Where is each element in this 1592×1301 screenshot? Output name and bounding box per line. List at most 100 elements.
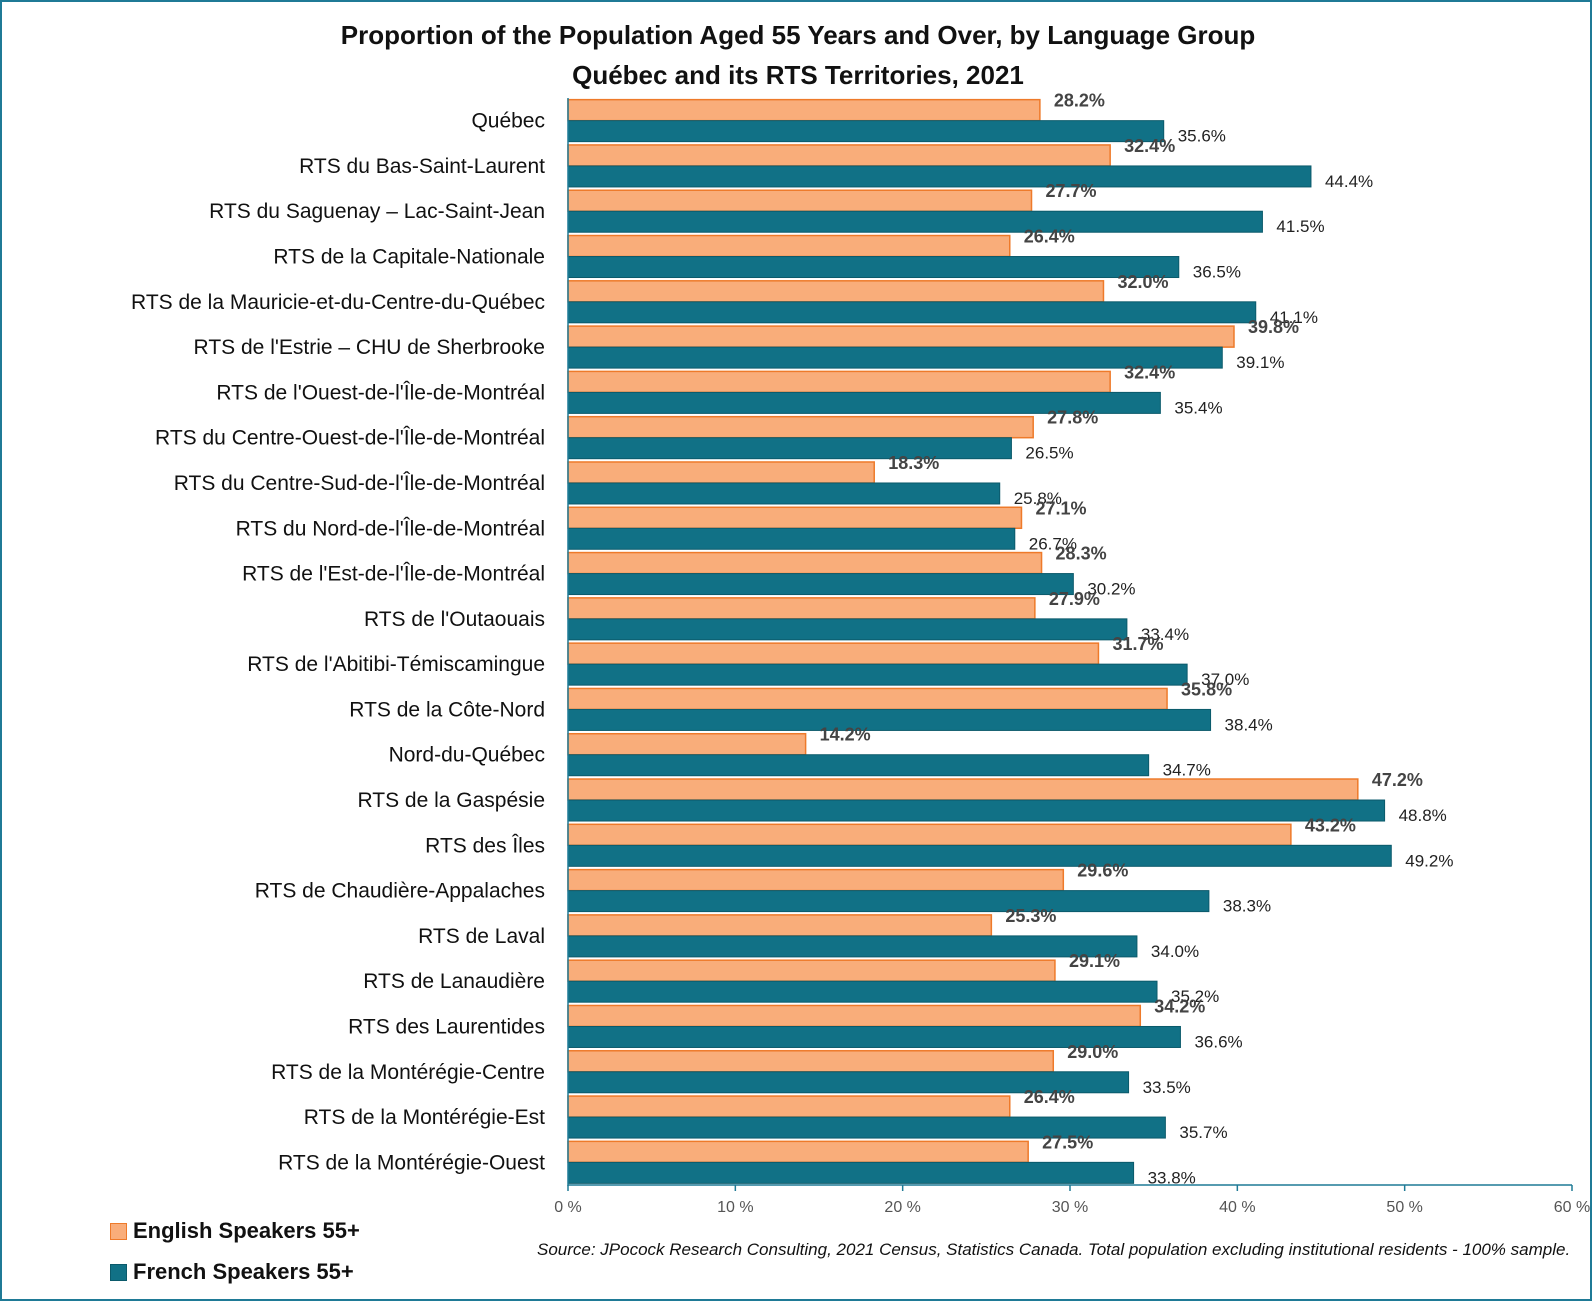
chart-subtitle: Québec and its RTS Territories, 2021 <box>572 60 1024 90</box>
data-label-english: 31.7% <box>1112 634 1163 654</box>
bar-english <box>567 551 1043 575</box>
category-label: RTS de Lanaudière <box>363 970 545 993</box>
bar-english <box>567 914 993 937</box>
bar-french <box>567 165 1312 188</box>
data-label-french: 48.8% <box>1399 806 1447 825</box>
bar-english <box>567 415 1034 439</box>
bar-french <box>567 980 1158 1003</box>
x-tick-label: 30 % <box>1052 1199 1088 1216</box>
bar-french <box>567 618 1128 641</box>
data-label-english: 32.4% <box>1124 362 1175 382</box>
category-label: RTS de l'Est-de-l'Île-de-Montréal <box>242 563 545 586</box>
category-label: RTS de l'Abitibi-Témiscamingue <box>247 653 545 676</box>
category-label: RTS du Centre-Ouest-de-l'Île-de-Montréal <box>155 427 545 450</box>
bar-english <box>567 189 1033 212</box>
bar-english <box>567 642 1100 665</box>
bar-english <box>567 823 1292 847</box>
data-label-french: 33.8% <box>1148 1168 1196 1187</box>
legend-french-swatch <box>110 1263 127 1281</box>
data-label-english: 43.2% <box>1305 815 1356 835</box>
category-label: RTS de la Côte-Nord <box>349 698 545 721</box>
data-label-french: 41.5% <box>1276 217 1324 236</box>
x-tick-label: 0 % <box>554 1199 582 1216</box>
data-label-english: 32.4% <box>1124 136 1175 156</box>
category-label: RTS de la Montérégie-Centre <box>271 1061 545 1084</box>
x-tick-label: 40 % <box>1219 1199 1255 1216</box>
data-label-english: 18.3% <box>888 453 939 473</box>
data-label-french: 37.0% <box>1201 670 1249 689</box>
data-label-english: 28.2% <box>1054 91 1105 111</box>
bar-chart: Québec 28.2% 35.6% RTS du Bas-Saint-Laurent… <box>131 91 1590 1216</box>
data-label-french: 35.4% <box>1174 398 1222 417</box>
data-label-english: 32.0% <box>1117 272 1168 292</box>
bar-english <box>567 144 1111 167</box>
bar-french <box>567 935 1138 958</box>
category-label: RTS du Saguenay – Lac-Saint-Jean <box>209 200 545 223</box>
data-label-french: 26.5% <box>1025 444 1073 463</box>
data-label-french: 39.1% <box>1236 353 1284 372</box>
data-label-english: 27.5% <box>1042 1132 1093 1152</box>
bar-french <box>567 708 1212 731</box>
legend-english: English Speakers 55+ <box>110 1218 360 1244</box>
data-label-french: 34.7% <box>1163 761 1211 780</box>
bar-english <box>567 461 875 484</box>
bar-english <box>567 325 1235 348</box>
x-tick-label: 10 % <box>717 1199 753 1216</box>
data-label-english: 29.1% <box>1069 951 1120 971</box>
data-label-english: 29.0% <box>1067 1042 1118 1062</box>
category-label: RTS du Bas-Saint-Laurent <box>299 155 545 178</box>
chart-title: Proportion of the Population Aged 55 Yea… <box>340 20 1256 50</box>
data-label-french: 35.7% <box>1179 1123 1227 1142</box>
bar-french <box>567 573 1074 596</box>
category-label: RTS de Laval <box>418 925 545 948</box>
category-label: RTS de la Montérégie-Ouest <box>278 1151 545 1174</box>
bar-english <box>567 1004 1142 1028</box>
data-label-english: 34.2% <box>1154 996 1205 1016</box>
x-tick-label: 60 % <box>1554 1199 1590 1216</box>
bar-english <box>567 98 1041 122</box>
data-label-english: 14.2% <box>820 725 871 745</box>
bar-french <box>567 890 1210 913</box>
bar-english <box>567 868 1065 892</box>
category-label: RTS de la Capitale-Nationale <box>273 246 545 269</box>
bar-english <box>567 597 1036 620</box>
bar-english <box>567 280 1105 303</box>
category-label: RTS de la Mauricie-et-du-Centre-du-Québe… <box>131 291 545 314</box>
bar-english <box>567 687 1168 711</box>
data-label-english: 28.3% <box>1056 544 1107 564</box>
data-label-english: 39.8% <box>1248 317 1299 337</box>
data-label-french: 41.1% <box>1270 308 1318 327</box>
data-label-english: 26.4% <box>1024 1087 1075 1107</box>
source-note: Source: JPocock Research Consulting, 202… <box>537 1240 1571 1259</box>
data-label-french: 49.2% <box>1405 851 1453 870</box>
bar-french <box>567 120 1165 143</box>
data-label-french: 44.4% <box>1325 172 1373 191</box>
bar-english <box>567 1140 1029 1164</box>
data-label-french: 35.6% <box>1178 127 1226 146</box>
category-label: RTS des Îles <box>425 834 545 857</box>
bar-french <box>567 527 1016 550</box>
data-label-french: 36.5% <box>1193 263 1241 282</box>
data-label-english: 27.7% <box>1046 181 1097 201</box>
data-label-english: 47.2% <box>1372 770 1423 790</box>
data-label-english: 27.1% <box>1035 498 1086 518</box>
bar-english <box>567 1050 1055 1073</box>
x-tick-label: 50 % <box>1386 1199 1422 1216</box>
bar-french <box>567 663 1188 686</box>
legend-english-label: English Speakers 55+ <box>133 1218 360 1243</box>
bar-english <box>567 1095 1011 1118</box>
category-label: Nord-du-Québec <box>389 744 545 767</box>
data-label-french: 35.2% <box>1171 987 1219 1006</box>
legend-english-swatch <box>110 1222 127 1240</box>
bar-english <box>567 959 1056 982</box>
data-label-english: 27.9% <box>1049 589 1100 609</box>
bar-french <box>567 210 1263 233</box>
data-label-english: 26.4% <box>1024 227 1075 247</box>
category-label: RTS des Laurentides <box>348 1015 545 1038</box>
legend-french-label: French Speakers 55+ <box>133 1259 354 1284</box>
x-tick-label: 20 % <box>884 1199 920 1216</box>
category-label: Québec <box>471 110 545 133</box>
data-label-french: 25.8% <box>1014 489 1062 508</box>
data-label-english: 25.3% <box>1005 906 1056 926</box>
